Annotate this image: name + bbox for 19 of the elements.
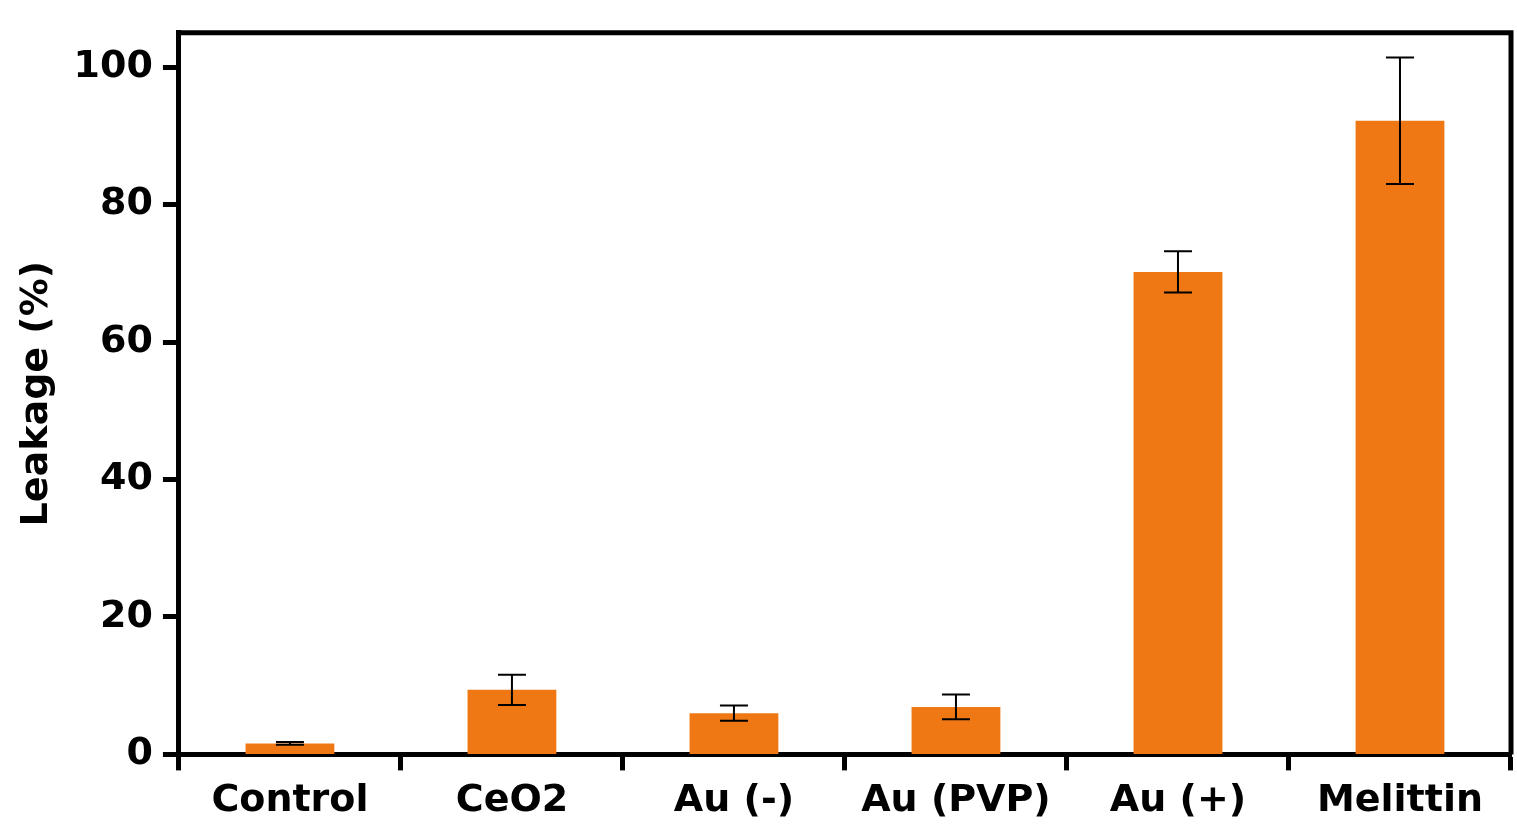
bar (911, 706, 1001, 754)
x-tick-label: Melittin (1316, 776, 1484, 821)
bar (245, 743, 335, 754)
x-tick-label: CeO2 (455, 776, 569, 821)
bar (689, 713, 779, 754)
x-tick-label: Control (211, 776, 369, 821)
x-tick-label: Au (-) (673, 776, 795, 821)
bar (1355, 120, 1445, 754)
bar (1133, 271, 1223, 754)
y-tick-label: 60 (100, 316, 153, 361)
bar (467, 689, 557, 754)
y-tick-label: 20 (100, 591, 153, 636)
x-tick-label: Au (PVP) (861, 776, 1051, 821)
y-axis-title: Leakage (%) (11, 260, 56, 527)
x-tick-label: Au (+) (1109, 776, 1247, 821)
y-tick-label: 40 (100, 454, 153, 499)
y-tick-label: 100 (73, 42, 153, 87)
y-tick-label: 80 (100, 179, 153, 224)
y-tick-label: 0 (126, 729, 153, 774)
